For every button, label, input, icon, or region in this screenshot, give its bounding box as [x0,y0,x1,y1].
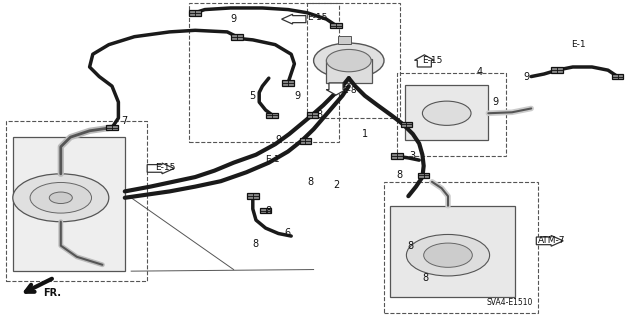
Bar [260,208,271,213]
Bar [247,193,259,199]
Text: 8: 8 [253,239,259,249]
Polygon shape [415,55,434,67]
Polygon shape [147,163,174,174]
Circle shape [424,243,472,267]
Bar [405,85,488,140]
Bar [612,74,623,79]
Bar [338,36,351,44]
Text: 9: 9 [294,91,301,101]
Bar [330,23,342,28]
Text: 9: 9 [230,14,237,24]
Text: 1: 1 [362,129,368,139]
Circle shape [326,49,371,72]
Text: 5: 5 [250,91,256,101]
Text: 7: 7 [122,116,128,126]
Circle shape [49,192,72,204]
Text: SVA4-E1510: SVA4-E1510 [486,298,532,307]
Text: 9: 9 [275,135,282,145]
Bar [282,80,294,86]
Bar [397,73,506,156]
Text: 8: 8 [422,272,429,283]
Text: 6: 6 [285,228,291,238]
Circle shape [422,101,471,125]
Bar [231,34,243,40]
Polygon shape [282,14,306,24]
Text: E-1: E-1 [572,40,586,49]
Text: 3: 3 [410,151,416,161]
Text: 9: 9 [524,71,530,82]
Text: 2: 2 [333,180,339,190]
Bar [6,121,147,281]
Text: 8: 8 [307,177,314,187]
Text: 8: 8 [407,241,413,251]
Text: 8: 8 [317,110,323,120]
Text: ATM-7: ATM-7 [538,236,565,245]
Circle shape [314,43,384,78]
Bar [266,113,278,118]
Bar [384,182,538,313]
Text: E-15: E-15 [307,13,328,22]
Bar [189,10,201,16]
Text: 4: 4 [477,67,483,77]
Bar [13,137,125,271]
Text: E-15: E-15 [422,56,443,65]
Text: E-8: E-8 [342,86,357,95]
Bar [307,112,318,118]
Bar [189,3,339,142]
Bar [307,3,400,118]
Bar [401,122,412,127]
Text: 8: 8 [397,170,403,181]
Text: E-15: E-15 [155,163,175,172]
Bar [418,173,429,178]
Bar [326,59,372,83]
Bar [300,138,311,144]
Bar [390,206,515,297]
Polygon shape [536,235,563,246]
Bar [106,125,118,130]
Bar [391,153,403,159]
Text: 8: 8 [266,205,272,216]
Circle shape [406,234,490,276]
Polygon shape [326,83,346,95]
Circle shape [30,182,92,213]
Bar [551,67,563,73]
Text: E-1: E-1 [266,155,280,164]
Text: FR.: FR. [44,288,61,298]
Circle shape [13,174,109,222]
Text: 9: 9 [493,97,499,107]
